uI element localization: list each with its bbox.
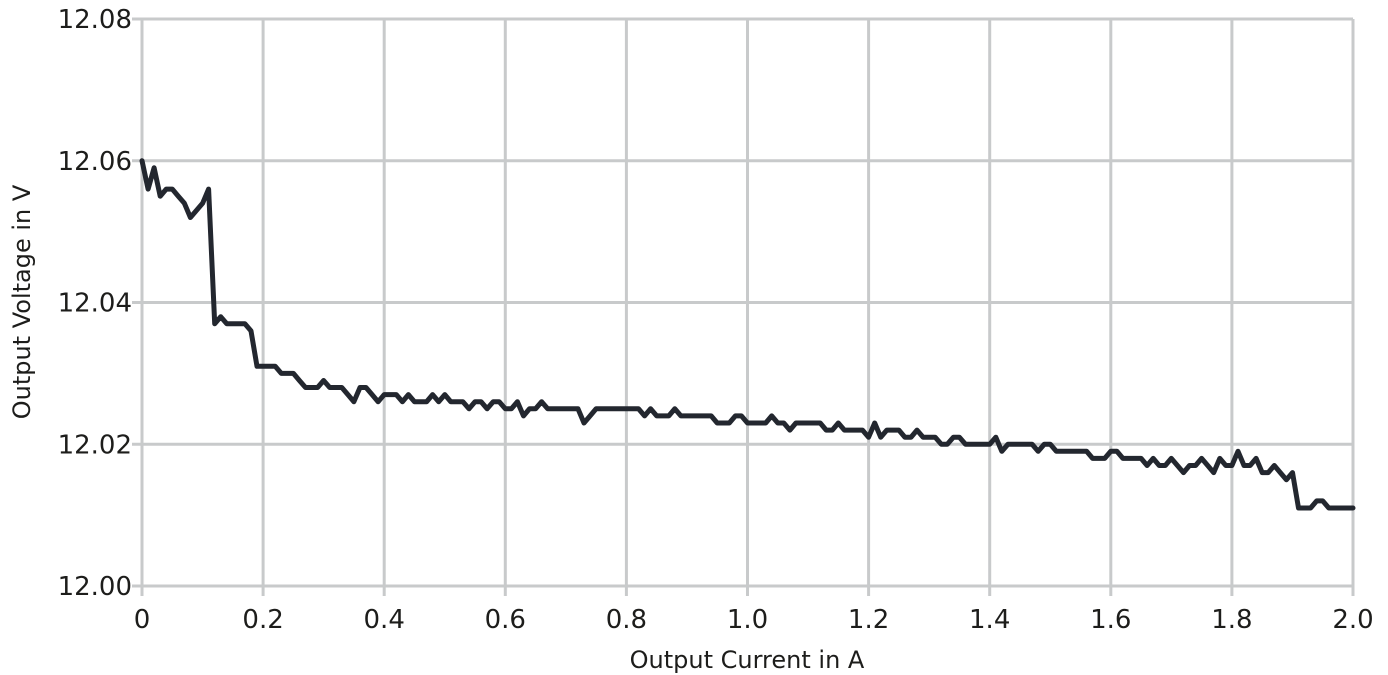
x-tick-label: 0 [134,605,151,635]
series-line [139,158,1356,511]
x-tick-label: 1.8 [1211,605,1252,635]
y-tick-label: 12.02 [58,430,132,460]
x-tick-label: 1.0 [727,605,768,635]
x-tick-label: 1.4 [969,605,1010,635]
y-tick-label: 12.00 [58,572,132,602]
x-tick-label: 2.0 [1332,605,1373,635]
x-tick-label: 1.6 [1090,605,1131,635]
x-tick-label: 0.6 [485,605,526,635]
x-tick-label: 0.2 [242,605,283,635]
y-tick-label: 12.08 [58,5,132,35]
grid-lines [132,17,1355,596]
y-tick-labels: 12.00 12.02 12.04 12.06 12.08 [58,5,132,602]
x-tick-labels: 0 0.2 0.4 0.6 0.8 1.0 1.2 1.4 1.6 1.8 2.0 [134,605,1374,635]
x-tick-label: 0.4 [364,605,405,635]
y-tick-label: 12.04 [58,289,132,319]
x-tick-label: 0.8 [606,605,647,635]
y-tick-label: 12.06 [58,147,132,177]
x-tick-label: 1.2 [848,605,889,635]
y-axis-title: Output Voltage in V [8,184,36,419]
x-axis-title: Output Current in A [630,646,865,674]
